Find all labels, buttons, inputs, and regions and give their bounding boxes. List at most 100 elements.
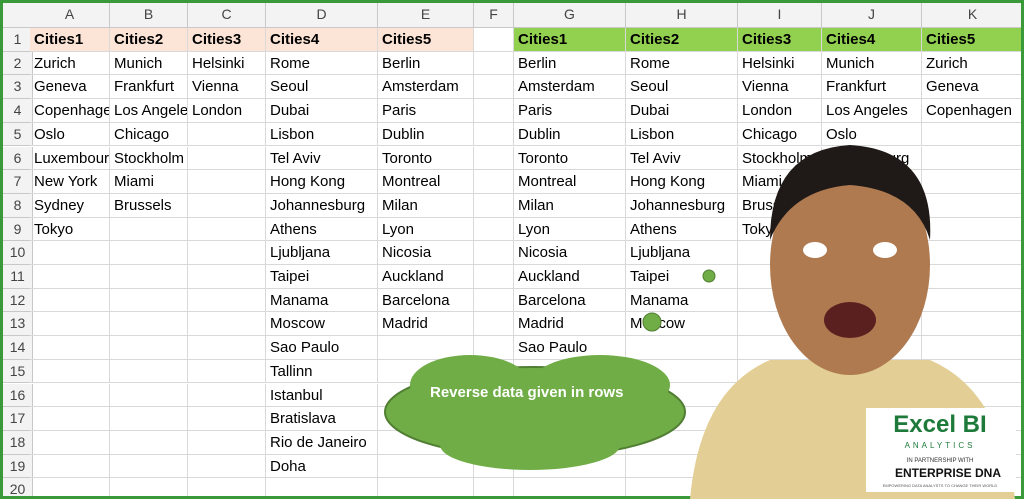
- data-cell: Copenhagen: [30, 99, 110, 123]
- cell: [922, 123, 1021, 147]
- cell: [266, 478, 378, 496]
- row-header: 18: [3, 430, 33, 455]
- column-header: C: [188, 3, 266, 28]
- data-cell: Johannesburg: [266, 193, 378, 218]
- header-cell: Cities4: [822, 28, 922, 52]
- header-cell: Cities2: [626, 28, 738, 52]
- column-header: J: [822, 3, 922, 28]
- data-cell: Manama: [626, 288, 738, 313]
- data-cell: Luxembourg: [30, 146, 110, 171]
- cell: [110, 430, 188, 455]
- data-cell: Lyon: [514, 217, 626, 242]
- column-header: G: [514, 3, 626, 28]
- data-cell: Oslo: [822, 122, 922, 147]
- callout-cloud: Reverse data given in rows: [384, 269, 716, 470]
- cell: [922, 336, 1021, 360]
- data-cell: Lisbon: [626, 122, 738, 147]
- cell: [188, 383, 266, 408]
- cell: [110, 288, 188, 313]
- data-cell: Amsterdam: [378, 75, 474, 100]
- column-header: A: [30, 3, 110, 28]
- data-cell: Berlin: [514, 51, 626, 76]
- data-cell: Moscow: [266, 312, 378, 337]
- header-cell: Cities2: [110, 28, 188, 52]
- row-header: 14: [3, 336, 33, 360]
- data-cell: London: [188, 99, 266, 123]
- data-cell: Los Angeles: [110, 99, 188, 123]
- cell: [922, 241, 1021, 265]
- cell: [474, 122, 514, 147]
- cell: [30, 454, 110, 479]
- row-header: 17: [3, 407, 33, 431]
- logo-tagline: EMPOWERING DATA ANALYSTS TO CHANGE THEIR…: [883, 483, 998, 488]
- cell: [110, 454, 188, 479]
- cell: [110, 217, 188, 242]
- logo-partner-line: IN PARTNERSHIP WITH: [907, 458, 974, 464]
- cell: [474, 193, 514, 218]
- logo: Excel BI ANALYTICS IN PARTNERSHIP WITH E…: [866, 408, 1016, 492]
- cell: [474, 217, 514, 242]
- data-cell: Tokyo: [30, 217, 110, 242]
- cell: [922, 289, 1021, 313]
- cell: [474, 75, 514, 100]
- data-cell: Rome: [266, 51, 378, 76]
- data-cell: Dubai: [266, 99, 378, 123]
- data-cell: Auckland: [514, 265, 626, 289]
- header-cell: Cities5: [378, 28, 474, 52]
- data-cell: Vienna: [188, 75, 266, 100]
- data-cell: Nicosia: [378, 241, 474, 265]
- data-cell: London: [738, 99, 822, 123]
- data-cell: Oslo: [30, 122, 110, 147]
- cell: [188, 288, 266, 313]
- cell: [922, 360, 1021, 384]
- cell: [110, 478, 188, 496]
- data-cell: Auckland: [378, 265, 474, 289]
- cell: [474, 51, 514, 76]
- data-cell: Madrid: [514, 312, 626, 337]
- cell: [474, 99, 514, 123]
- data-cell: Ljubljana: [266, 241, 378, 265]
- cell: [514, 478, 626, 496]
- cell: [110, 265, 188, 289]
- data-cell: Milan: [514, 193, 626, 218]
- data-cell: Johannesburg: [626, 193, 738, 218]
- callout-text: Reverse data given in rows: [430, 384, 624, 401]
- data-cell: Hong Kong: [626, 170, 738, 194]
- data-cell: Hong Kong: [266, 170, 378, 194]
- cell: [188, 217, 266, 242]
- data-cell: Brussels: [110, 193, 188, 218]
- data-cell: Amsterdam: [514, 75, 626, 100]
- data-cell: Manama: [266, 288, 378, 313]
- row-header: 12: [3, 288, 33, 313]
- column-header: B: [110, 3, 188, 28]
- corner-cell: [3, 3, 33, 28]
- data-cell: Toronto: [378, 146, 474, 171]
- cell: [110, 407, 188, 431]
- cell: [474, 146, 514, 171]
- data-cell: Montreal: [514, 170, 626, 194]
- cell: [188, 478, 266, 496]
- data-cell: Frankfurt: [110, 75, 188, 100]
- data-cell: Lyon: [378, 217, 474, 242]
- cell: [378, 336, 474, 360]
- data-cell: Rio de Janeiro: [266, 430, 378, 455]
- data-cell: Ljubljana: [626, 241, 738, 265]
- header-cell: Cities3: [738, 28, 822, 52]
- row-header: 20: [3, 478, 33, 496]
- cell: [922, 194, 1021, 218]
- data-cell: Dubai: [626, 99, 738, 123]
- data-cell: Helsinki: [188, 51, 266, 76]
- data-cell: New York: [30, 170, 110, 194]
- cell: [474, 241, 514, 265]
- cell: [188, 407, 266, 431]
- column-header: D: [266, 3, 378, 28]
- header-cell: Cities3: [188, 28, 266, 52]
- cell: [922, 265, 1021, 289]
- cell: [188, 241, 266, 265]
- data-cell: Toronto: [514, 146, 626, 171]
- cell: [110, 336, 188, 360]
- data-cell: Sao Paulo: [266, 336, 378, 360]
- data-cell: Tel Aviv: [626, 146, 738, 171]
- column-header: K: [922, 3, 1021, 28]
